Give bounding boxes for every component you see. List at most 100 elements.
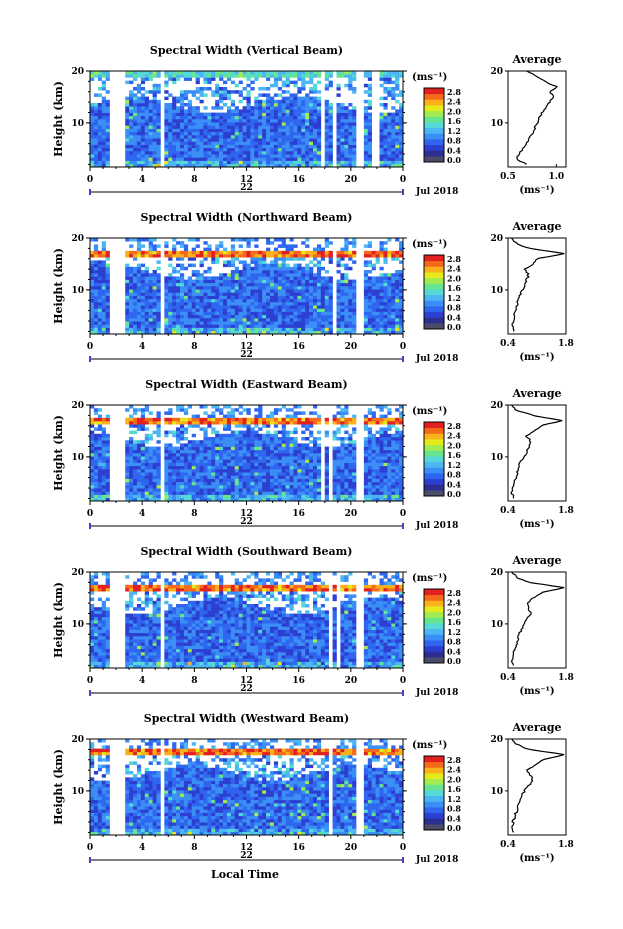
heatmap-cell (352, 321, 357, 325)
day-label: 22 (240, 350, 253, 360)
heatmap-cell (297, 71, 302, 75)
heatmap-cell (168, 446, 173, 451)
heatmap-cell (281, 424, 286, 428)
heatmap-cell (203, 128, 208, 133)
heatmap-cell (383, 147, 388, 152)
heatmap-cell (187, 475, 193, 479)
heatmap-cell (93, 475, 99, 479)
heatmap-cell (125, 74, 130, 78)
heatmap-cell (371, 279, 376, 284)
heatmap-cell (133, 453, 138, 457)
heatmap-cell (129, 80, 134, 85)
heatmap-cell (383, 241, 388, 245)
heatmap-cell (328, 71, 333, 75)
heatmap-cell (144, 408, 149, 412)
heatmap-cell (246, 276, 251, 280)
heatmap-cell (179, 330, 185, 335)
heatmap-cell (242, 324, 247, 328)
heatmap-cell (246, 433, 251, 438)
heatmap-cell (269, 157, 275, 161)
heatmap-cell (223, 122, 228, 126)
heatmap-cell (313, 286, 318, 290)
heatmap-cell (383, 103, 388, 107)
heatmap-cell (125, 131, 130, 136)
heatmap-cell (156, 154, 161, 158)
heatmap-cell (344, 330, 349, 335)
heatmap-cell (176, 446, 181, 451)
heatmap-cell (215, 443, 220, 447)
heatmap-cell (168, 74, 173, 78)
heatmap-cell (101, 311, 106, 316)
heatmap-cell (140, 250, 146, 255)
heatmap-cell (387, 279, 392, 284)
heatmap-cell (129, 497, 134, 502)
heatmap-cell (336, 109, 341, 113)
heatmap-cell (301, 478, 306, 483)
heatmap-cell (273, 459, 279, 463)
heatmap-cell (176, 314, 181, 319)
heatmap-cell (281, 273, 286, 277)
heatmap-cell (246, 131, 251, 136)
heatmap-cell (234, 90, 239, 94)
heatmap-cell (93, 273, 99, 277)
heatmap-cell (399, 247, 404, 252)
heatmap-cell (168, 295, 173, 300)
heatmap-cell (152, 154, 157, 158)
heatmap-cell (305, 330, 310, 335)
heatmap-cell (152, 286, 157, 290)
heatmap-cell (238, 311, 243, 316)
heatmap-cell (316, 302, 322, 306)
heatmap-cell (219, 77, 224, 81)
heatmap-cell (254, 446, 259, 451)
heatmap-cell (281, 433, 286, 438)
heatmap-cell (387, 151, 392, 155)
heatmap-cell (179, 421, 185, 425)
heatmap-cell (93, 324, 99, 328)
heatmap-cell (289, 414, 294, 419)
heatmap-cell (152, 96, 157, 101)
heatmap-cell (215, 408, 220, 412)
heatmap-cell (226, 273, 232, 277)
heatmap-cell (324, 138, 329, 142)
heatmap-cell (191, 144, 196, 149)
heatmap-cell (246, 106, 251, 110)
heatmap-cell (293, 71, 298, 75)
colorbar-segment (424, 277, 444, 284)
heatmap-cell (301, 151, 306, 155)
heatmap-cell (191, 157, 196, 161)
heatmap-cell (195, 443, 200, 447)
heatmap-cell (234, 459, 239, 463)
heatmap-cell (297, 87, 302, 91)
heatmap-cell (289, 270, 294, 274)
heatmap-cell (183, 157, 189, 161)
heatmap-cell (144, 446, 149, 451)
heatmap-cell (226, 327, 232, 332)
heatmap-cell (387, 314, 392, 319)
heatmap-cell (399, 151, 404, 155)
heatmap-cell (179, 324, 185, 328)
heatmap-cell (344, 292, 349, 296)
heatmap-cell (242, 446, 247, 451)
heatmap-cell (144, 311, 149, 316)
heatmap-cell (129, 453, 134, 457)
heatmap-cell (191, 135, 196, 139)
heatmap-cell (129, 440, 134, 444)
heatmap-cell (305, 282, 310, 287)
heatmap-cell (262, 289, 267, 293)
heatmap-cell (266, 96, 271, 101)
heatmap-cell (277, 282, 283, 287)
heatmap-cell (90, 109, 95, 113)
heatmap-cell (226, 437, 232, 441)
heatmap-cell (215, 314, 220, 319)
heatmap-cell (133, 462, 138, 467)
heatmap-cell (90, 478, 95, 483)
heatmap-cell (156, 314, 161, 319)
heatmap-cell (301, 270, 306, 274)
heatmap-cell (136, 270, 142, 274)
heatmap-cell (125, 279, 130, 284)
heatmap-cell (246, 263, 251, 268)
heatmap-cell (129, 109, 134, 113)
heatmap-cell (203, 112, 208, 117)
heatmap-cell (223, 289, 228, 293)
heatmap-cell (215, 122, 220, 126)
